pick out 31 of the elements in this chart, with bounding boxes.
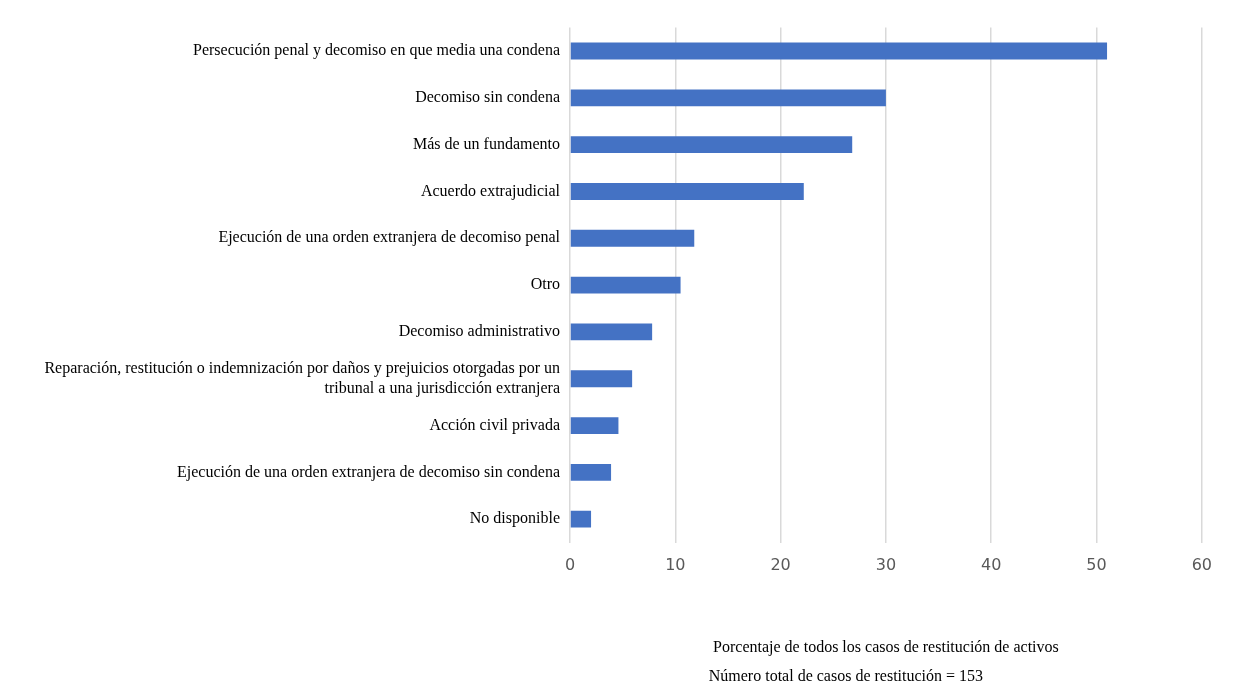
x-tick-label: 50 (1086, 555, 1107, 575)
bar (570, 370, 633, 388)
y-tick-label: Decomiso sin condena (415, 88, 560, 106)
x-tick-label: 30 (875, 555, 897, 575)
text: Número total de casos de restitución = 153 (708, 667, 984, 685)
y-tick-label: No disponible (469, 509, 560, 528)
x-tick-label: 20 (770, 555, 791, 575)
bar (570, 323, 653, 341)
y-tick-label: Ejecución de una orden extranjera de decomiso sin condena (177, 462, 560, 481)
bar (570, 136, 853, 154)
bar (570, 510, 592, 528)
bar (570, 463, 612, 481)
y-tick-label: Acción civil privada (429, 415, 560, 434)
x-tick-label: 60 (1191, 555, 1212, 575)
bar (570, 276, 681, 294)
bar (570, 89, 886, 107)
y-tick-label: Decomiso administrativo (398, 322, 560, 340)
y-tick-label: Ejecución de una orden extranjera de decomiso penal (218, 228, 561, 247)
bar (570, 183, 804, 200)
bar (570, 417, 619, 434)
y-tick-label: Acuerdo extrajudicial (420, 181, 561, 200)
y-tick-label: Más de un fundamento (412, 134, 560, 152)
x-tick-label: 40 (981, 555, 1002, 575)
y-tick-label: Reparación, restitución o indemnización por daños y prejuicios otorgadas por un tribunal a una jurisdicción extranjera (44, 359, 560, 397)
y-tick-label: Persecución penal y decomiso en que media una condena (193, 41, 560, 60)
x-tick-label: 0 (564, 555, 576, 575)
bar (570, 229, 695, 247)
x-tick-label: 10 (665, 555, 686, 575)
bar (570, 42, 1108, 60)
y-tick-label: Otro (530, 275, 560, 293)
x-axis-title: Porcentaje de todos los casos de restitución de activos (713, 637, 1059, 656)
